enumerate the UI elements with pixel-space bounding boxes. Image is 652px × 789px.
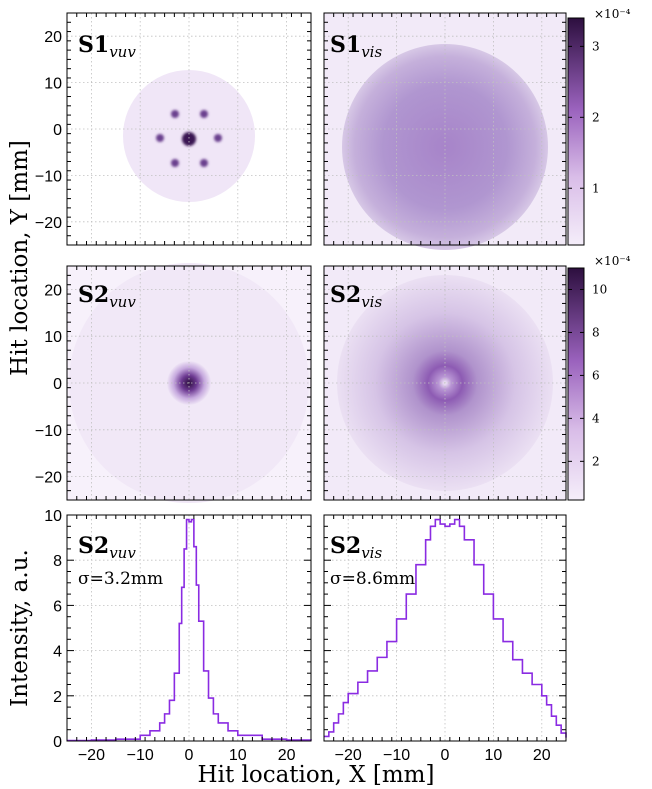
s1-vuv-spot: [171, 159, 179, 167]
panel-frame-S1_vuv: 20 10 0 −10 −20: [35, 12, 312, 246]
panel-frame-S2_vis_profile: −20 −10 0 10 20: [323, 514, 567, 764]
y-tick-label: 2: [53, 689, 62, 706]
x-tick-label: 10: [485, 747, 503, 764]
x-tick-label: −20: [335, 747, 362, 764]
sigma-s2-vuv: σ=3.2mm: [78, 569, 163, 589]
y-tick-label: 0: [53, 734, 62, 751]
profile-line-S2_vis_profile: [324, 518, 567, 738]
panel-frame-S1_vis: [323, 12, 567, 246]
y-axis-label-intensity: Intensity, a.u.: [7, 549, 33, 707]
s1-vuv-spot: [214, 134, 222, 142]
colorbar-tick-label: 2: [592, 110, 600, 124]
colorbar-s2: ×10⁻⁴ 10 8 6 4 2: [567, 254, 631, 501]
colorbar-tick-label: 3: [592, 39, 600, 53]
y-tick-label: −20: [35, 215, 62, 232]
x-tick-label: −10: [127, 747, 154, 764]
label-s2-vuv: S2vuv: [78, 282, 136, 311]
s1-vuv-spot: [200, 110, 208, 118]
y-tick-label: 6: [53, 598, 62, 615]
axes-frame: [66, 12, 312, 246]
label-s2-vis-profile: S2vis: [330, 533, 382, 562]
colorbar-tick-label: 1: [592, 181, 600, 195]
y-tick-label: 10: [44, 76, 62, 93]
y-tick-label: 0: [53, 376, 62, 393]
y-tick-label: 4: [53, 644, 62, 661]
x-tick-label: 0: [185, 747, 194, 764]
colorbar-s1-exponent: ×10⁻⁴: [594, 7, 631, 21]
axes-frame: [66, 265, 312, 501]
s1-vuv-spots: [156, 110, 222, 167]
y-tick-label: 20: [44, 282, 62, 299]
panel-frame-S2_vis: [323, 265, 567, 501]
axes-frame: [323, 514, 567, 742]
s1-vuv-spot: [200, 159, 208, 167]
colorbar-s1: ×10⁻⁴ 3 2 1: [567, 7, 631, 246]
colorbar-tick-label: 6: [592, 368, 600, 382]
y-tick-label: 20: [44, 29, 62, 46]
colorbar-s1-gradient: [567, 17, 585, 246]
label-s1-vuv: S1vuv: [78, 32, 136, 61]
s1-vuv-spot: [171, 110, 179, 118]
x-tick-label: 20: [533, 747, 551, 764]
panel-frame-S2_vuv_profile: 0 2 4 6 8 10 −20 −10 0 10 20: [44, 508, 312, 764]
colorbar-tick-label: 10: [592, 282, 607, 296]
y-axis-label-position: Hit location, Y [mm]: [7, 140, 33, 376]
colorbar-tick-label: 4: [592, 411, 600, 425]
y-tick-label: −10: [35, 168, 62, 185]
y-tick-label: 0: [53, 122, 62, 139]
y-tick-label: 8: [53, 553, 62, 570]
x-tick-label: 10: [229, 747, 247, 764]
y-tick-label: −10: [35, 423, 62, 440]
axes-frame: [66, 514, 312, 742]
label-s1-vis: S1vis: [330, 32, 382, 61]
panel-labels: S1vuv S1vis S2vuv S2vis S2vuv S2vis σ=3.…: [78, 32, 415, 589]
s1-vis-disc: [342, 44, 548, 250]
colorbar-s2-exponent: ×10⁻⁴: [594, 254, 631, 268]
colorbar-s2-gradient: [567, 267, 585, 501]
s1-vuv-spot: [156, 134, 164, 142]
panel-frame-S2_vuv: 20 10 0 −10 −20: [35, 265, 312, 501]
y-tick-label: 10: [44, 329, 62, 346]
colorbar-tick-label: 2: [592, 454, 600, 468]
label-s2-vuv-profile: S2vuv: [78, 533, 136, 562]
axes-frame: [323, 12, 567, 246]
axes-frame: [323, 265, 567, 501]
sigma-s2-vis: σ=8.6mm: [330, 569, 415, 589]
x-tick-label: −10: [383, 747, 410, 764]
x-tick-label: 20: [278, 747, 296, 764]
x-tick-label: −20: [78, 747, 105, 764]
s1-vuv-spot-center: [182, 132, 196, 146]
profile-line-S2_vuv_profile: [67, 518, 312, 742]
colorbar-tick-label: 8: [592, 325, 600, 339]
y-tick-label: −20: [35, 470, 62, 487]
y-tick-label: 10: [44, 508, 62, 525]
x-axis-label: Hit location, X [mm]: [198, 762, 435, 788]
label-s2-vis: S2vis: [330, 282, 382, 311]
x-tick-label: 0: [441, 747, 450, 764]
